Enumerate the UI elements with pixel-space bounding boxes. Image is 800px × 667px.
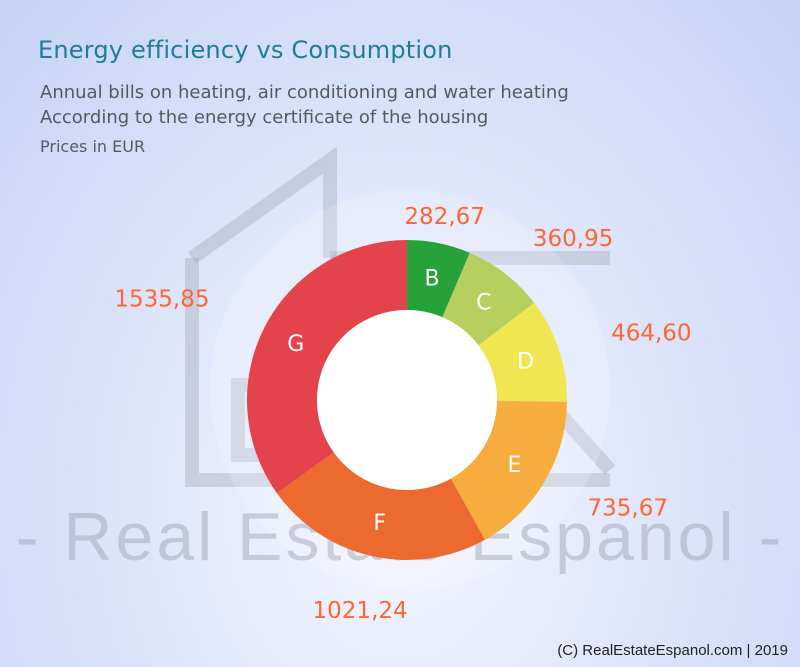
category-label-C: C [476, 290, 491, 315]
donut-hole [317, 310, 497, 490]
chart-title: Energy efficiency vs Consumption [38, 36, 453, 64]
value-label-C: 360,95 [533, 226, 613, 252]
units-note: Prices in EUR [40, 137, 146, 156]
value-label-F: 1021,24 [313, 598, 408, 624]
slice-F [276, 452, 485, 560]
slice-C [442, 252, 535, 346]
category-labels: B C D E F G [287, 267, 534, 536]
category-label-D: D [517, 350, 534, 375]
chart-subtitle-line2: According to the energy certificate of t… [40, 107, 489, 128]
slice-B [407, 240, 470, 318]
value-label-E: 735,67 [587, 495, 667, 521]
category-label-F: F [373, 511, 386, 536]
copyright-footer: (C) RealEstateEspanol.com | 2019 [557, 642, 788, 659]
value-labels: 282,67 360,95 464,60 735,67 1021,24 1535,85 [114, 204, 691, 624]
value-label-B: 282,67 [404, 204, 484, 230]
slice-D [478, 302, 567, 402]
slice-E [450, 401, 567, 540]
slice-G [247, 240, 407, 494]
value-label-G: 1535,85 [114, 287, 209, 313]
category-label-B: B [425, 267, 440, 292]
value-label-D: 464,60 [611, 320, 691, 346]
category-label-E: E [507, 453, 521, 478]
donut-slices [247, 240, 567, 560]
chart-subtitle-line1: Annual bills on heating, air conditionin… [40, 82, 569, 103]
category-label-G: G [287, 332, 304, 357]
